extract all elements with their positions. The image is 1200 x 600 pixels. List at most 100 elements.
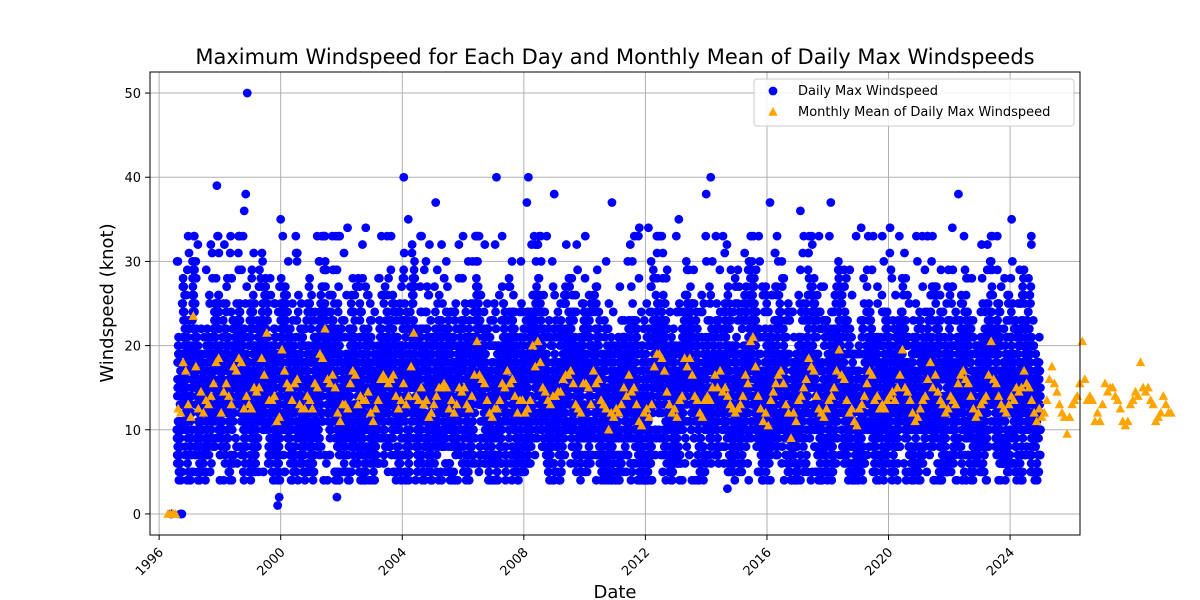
daily-point (590, 290, 600, 300)
daily-point (320, 299, 330, 308)
daily-point (327, 290, 337, 300)
daily-point (225, 467, 235, 477)
daily-point (394, 442, 403, 452)
daily-point (508, 315, 518, 325)
plot-area: 1996 2000 2004 2008 2012 2016 2020 202401020304… (124, 71, 1176, 579)
daily-point (474, 231, 484, 241)
daily-series (166, 88, 1045, 519)
daily-point (175, 433, 185, 443)
daily-point (183, 332, 192, 342)
daily-point (576, 391, 586, 401)
daily-point (400, 299, 410, 308)
daily-point (560, 450, 570, 460)
daily-point (328, 315, 338, 325)
daily-point (585, 315, 594, 325)
daily-point (304, 282, 314, 292)
daily-point (189, 290, 199, 300)
daily-point (592, 265, 602, 275)
daily-point (306, 324, 316, 334)
daily-point (379, 299, 389, 308)
daily-point (339, 459, 349, 468)
daily-point (464, 475, 474, 485)
daily-point (496, 433, 506, 443)
daily-point (579, 299, 588, 308)
daily-point (443, 282, 452, 292)
daily-point (188, 282, 198, 292)
daily-point (572, 240, 582, 249)
daily-point (548, 282, 558, 292)
daily-point (253, 442, 262, 452)
daily-point (584, 442, 594, 452)
daily-point (261, 282, 271, 292)
daily-point (586, 459, 595, 468)
daily-point (294, 290, 303, 300)
daily-point (432, 450, 442, 460)
daily-point (474, 467, 484, 477)
daily-point (370, 307, 380, 317)
daily-point (227, 425, 237, 435)
daily-point (292, 248, 302, 258)
daily-point (221, 299, 231, 308)
daily-point (592, 282, 602, 292)
daily-point (305, 273, 315, 283)
daily-point (386, 231, 396, 241)
daily-point (379, 459, 389, 468)
daily-point (247, 265, 257, 275)
daily-point (479, 307, 489, 317)
daily-point (480, 240, 490, 249)
daily-point (238, 231, 248, 241)
daily-point (179, 282, 189, 292)
daily-point (526, 442, 536, 452)
daily-point (334, 475, 344, 485)
daily-point (437, 475, 447, 485)
daily-point (332, 265, 342, 275)
daily-point (333, 299, 343, 308)
daily-point (222, 442, 231, 452)
daily-point (321, 459, 331, 468)
daily-point (199, 459, 208, 468)
daily-point (333, 307, 343, 317)
daily-point (546, 450, 555, 460)
daily-point (576, 475, 585, 485)
daily-point (571, 307, 581, 317)
daily-point (530, 450, 540, 460)
daily-point (321, 282, 330, 292)
daily-point (404, 459, 414, 468)
daily-point (204, 450, 214, 460)
daily-point (405, 425, 415, 435)
daily-point (205, 467, 215, 477)
daily-point (484, 467, 494, 477)
daily-point (516, 257, 526, 266)
daily-point (206, 240, 216, 249)
daily-point (493, 475, 503, 485)
daily-point (314, 425, 323, 435)
daily-point (454, 240, 464, 249)
daily-point (350, 290, 360, 300)
daily-point (451, 299, 461, 308)
daily-point (219, 240, 229, 249)
daily-point (458, 273, 467, 283)
daily-point (507, 257, 517, 266)
daily-point (283, 257, 293, 266)
daily-point (242, 282, 252, 292)
daily-point (282, 290, 292, 300)
daily-point (334, 282, 343, 292)
daily-point (520, 467, 530, 477)
daily-point (409, 315, 419, 325)
daily-point (231, 433, 241, 443)
daily-point (421, 257, 431, 266)
daily-point (193, 341, 203, 350)
daily-point (405, 307, 415, 317)
daily-point (542, 231, 552, 241)
daily-point (248, 307, 258, 317)
daily-point (305, 299, 315, 308)
daily-point (481, 349, 490, 359)
daily-point (178, 299, 188, 308)
daily-point (573, 442, 583, 452)
daily-point (558, 442, 567, 452)
daily-point (490, 240, 500, 249)
daily-point (258, 257, 268, 266)
daily-point (237, 265, 247, 275)
daily-point (526, 459, 535, 468)
daily-point (235, 307, 245, 317)
